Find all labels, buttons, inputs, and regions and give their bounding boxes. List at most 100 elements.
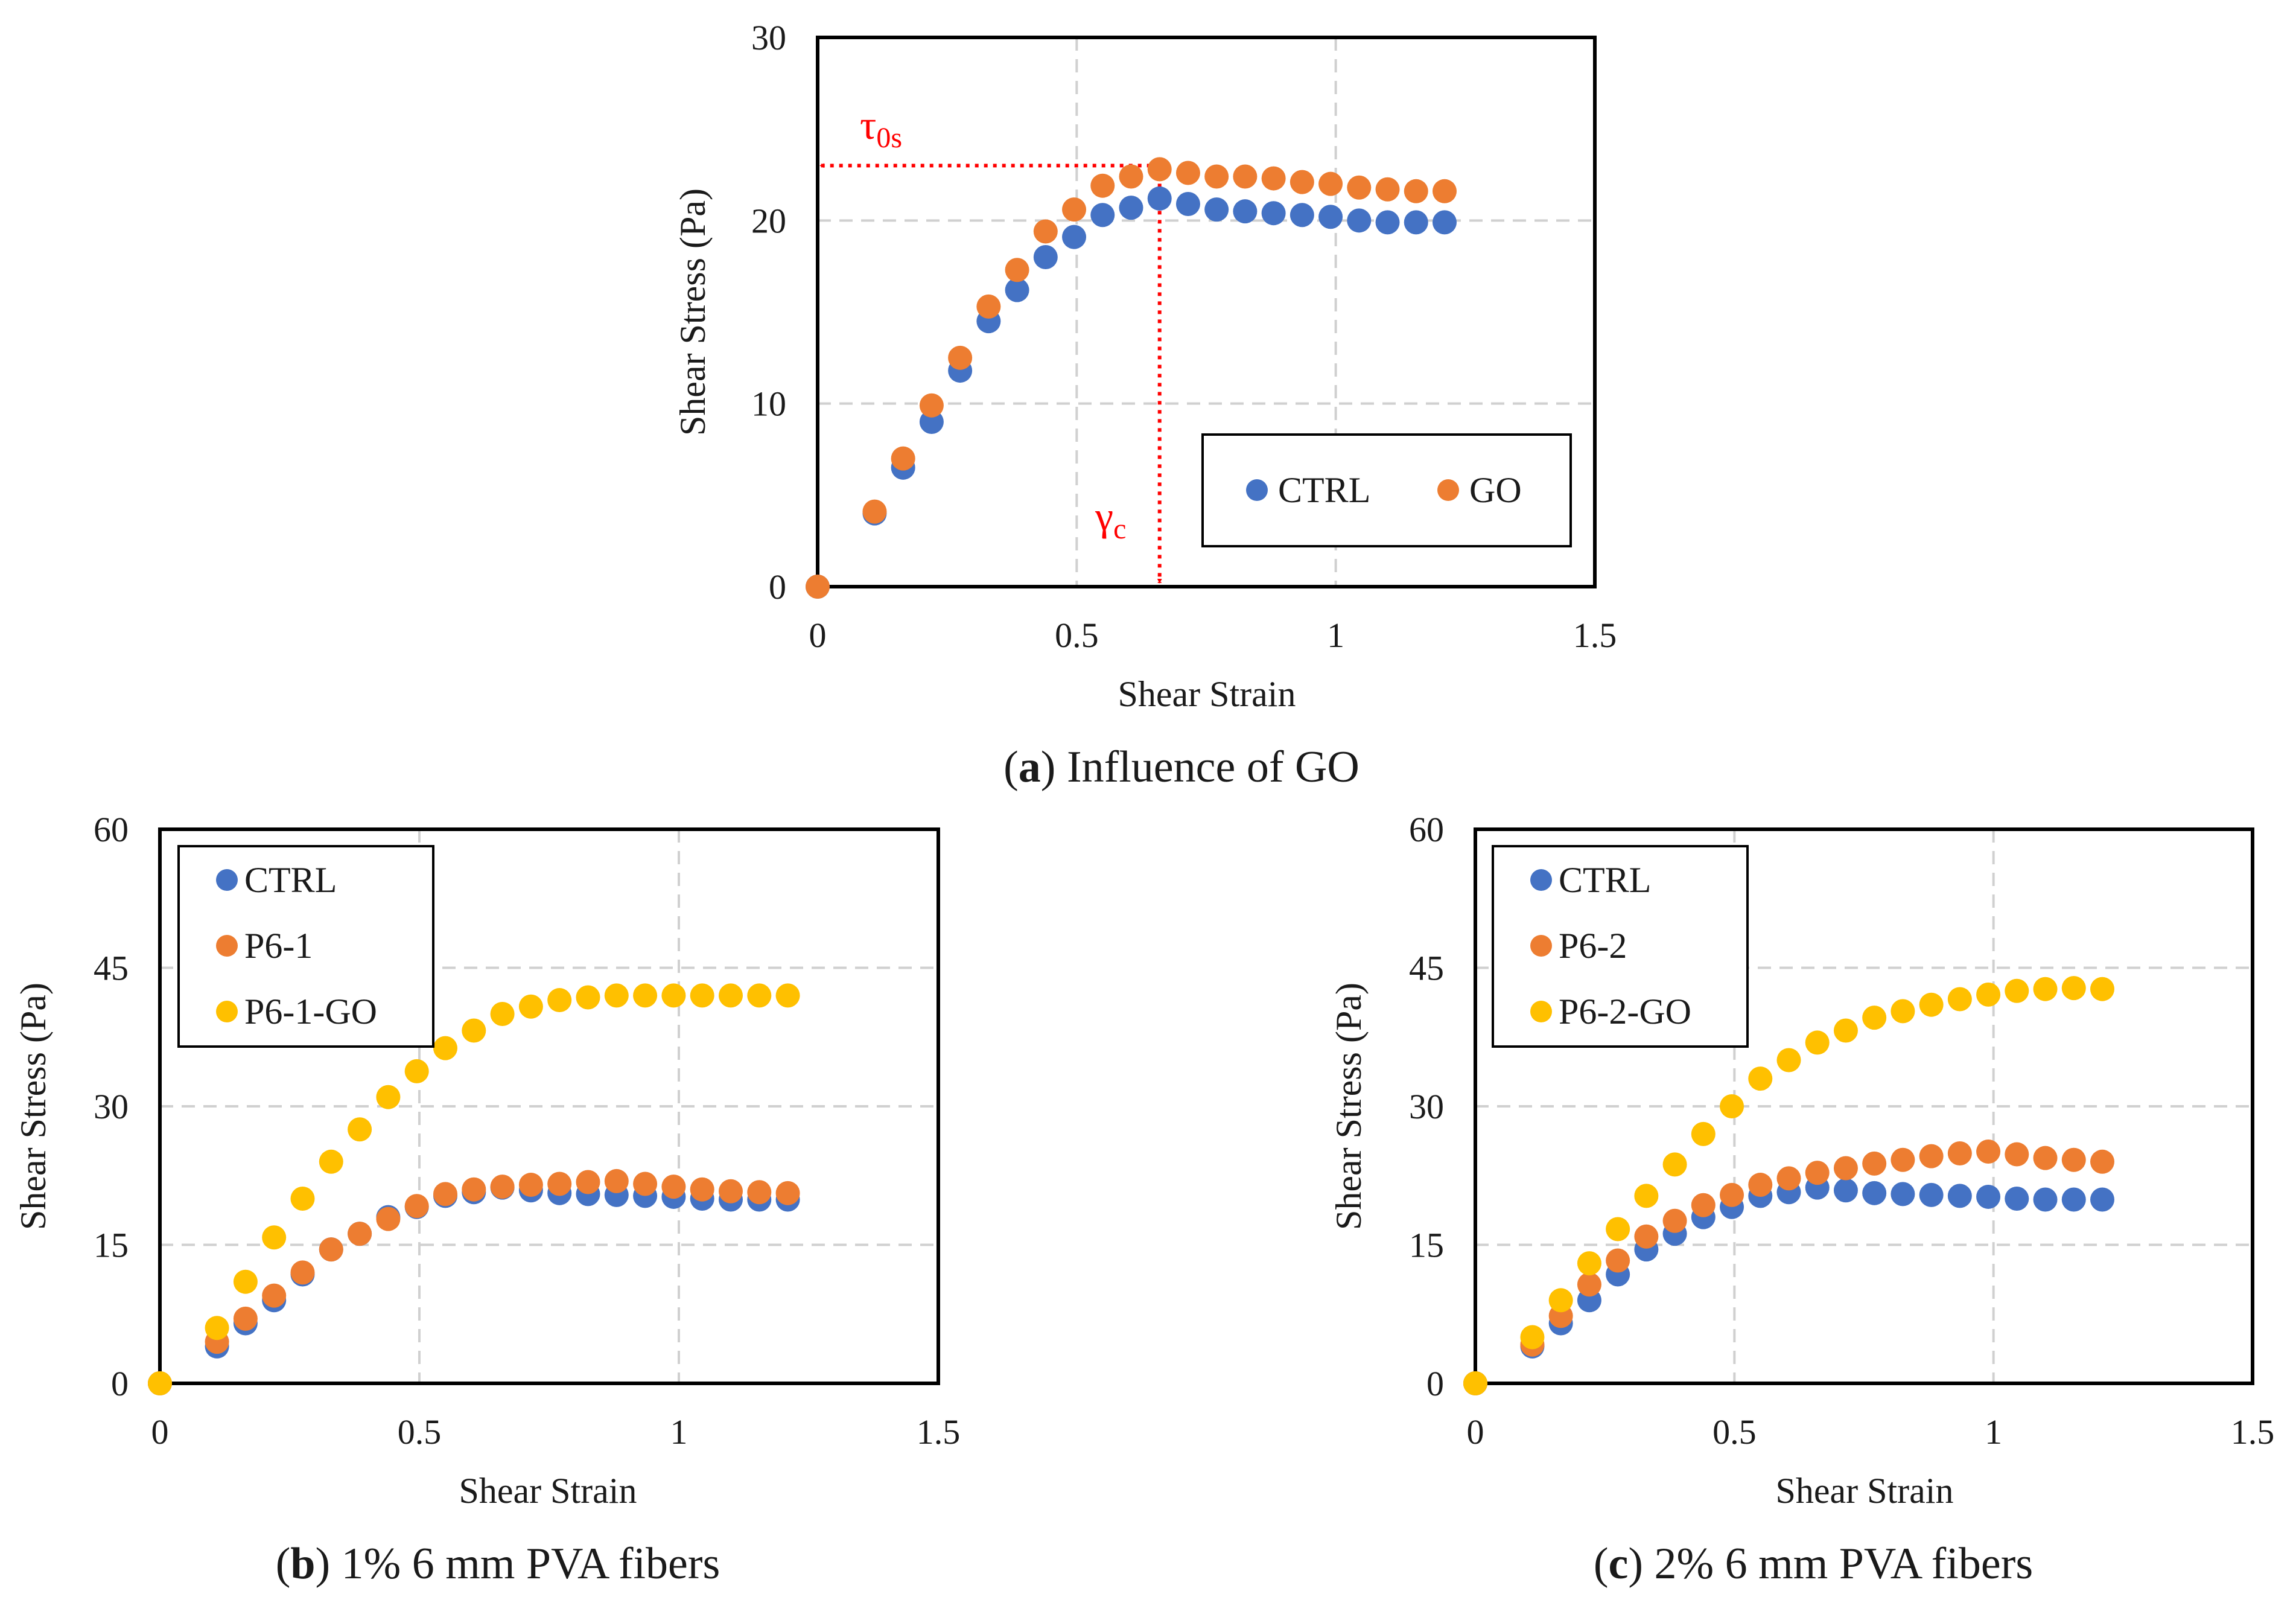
data-point-p6-1-go [348, 1117, 372, 1142]
data-point-ctrl [1862, 1181, 1887, 1205]
data-point-go [976, 294, 1001, 319]
data-point-p6-2-go [1748, 1066, 1773, 1091]
data-point-p6-2 [1862, 1151, 1887, 1176]
x-tick-label: 1 [1985, 1412, 2002, 1452]
chart-b-caption-text: ) 1% 6 mm PVA fibers [316, 1539, 720, 1589]
data-point-p6-2-go [1947, 987, 1972, 1012]
data-point-p6-1 [775, 1181, 800, 1205]
data-point-ctrl [1432, 210, 1457, 235]
chart-a-points [806, 157, 1457, 599]
data-point-go [1290, 170, 1314, 194]
chart-b-caption: (b) 1% 6 mm PVA fibers [276, 1539, 720, 1589]
data-point-p6-2-go [1548, 1288, 1573, 1313]
legend-p6-1-label: P6-1 [244, 926, 313, 966]
chart-c-caption: (c) 2% 6 mm PVA fibers [1594, 1539, 2033, 1589]
legend-ctrl-label: CTRL [1278, 470, 1370, 510]
data-point-p6-2-go [2061, 976, 2086, 1001]
y-tick-label: 60 [94, 810, 129, 849]
data-point-ctrl [1119, 196, 1143, 220]
data-point-ctrl [1005, 278, 1029, 302]
x-tick-label: 0 [1467, 1412, 1484, 1452]
data-point-go [1347, 175, 1372, 200]
data-point-p6-2 [1577, 1272, 1601, 1297]
data-point-p6-1 [518, 1173, 543, 1197]
data-point-p6-1-go [719, 983, 743, 1008]
data-point-go [1033, 219, 1058, 244]
legend-p6-1-go-marker [216, 1001, 238, 1022]
data-point-p6-2 [1833, 1156, 1858, 1181]
data-point-ctrl [1233, 199, 1258, 224]
data-point-p6-1-go [148, 1371, 172, 1395]
data-point-p6-1-go [462, 1018, 486, 1043]
data-point-p6-1 [348, 1222, 372, 1246]
data-point-p6-1-go [661, 983, 686, 1008]
data-point-ctrl [1947, 1184, 1972, 1208]
y-tick-label: 20 [751, 201, 786, 240]
data-point-go [1204, 164, 1229, 189]
legend-ctrl-marker [216, 869, 238, 891]
chart-c-caption-text: ) 2% 6 mm PVA fibers [1628, 1539, 2033, 1589]
data-point-go [1375, 177, 1400, 202]
data-point-p6-2-go [1634, 1184, 1659, 1208]
data-point-p6-1-go [518, 994, 543, 1019]
tau-symbol: τ [860, 102, 876, 148]
data-point-go [919, 393, 944, 418]
chart-c-xlabel: Shear Strain [1776, 1471, 1954, 1511]
x-tick-label: 1.5 [917, 1412, 961, 1452]
x-tick-label: 1 [1327, 616, 1344, 655]
data-point-p6-2 [1606, 1248, 1630, 1273]
chart-c-ticks: 0 0.5 1 1.5 0 15 30 45 60 [1409, 810, 2274, 1452]
data-point-p6-2-go [1891, 999, 1915, 1024]
data-point-ctrl [1204, 197, 1229, 222]
data-point-p6-1 [462, 1177, 486, 1202]
y-tick-label: 30 [94, 1087, 129, 1126]
data-point-go [1090, 173, 1115, 198]
x-tick-label: 0 [151, 1412, 169, 1452]
data-point-p6-2 [1662, 1208, 1687, 1233]
data-point-p6-1-go [604, 983, 629, 1008]
data-point-ctrl [1175, 192, 1200, 217]
y-tick-label: 15 [94, 1226, 129, 1265]
data-point-p6-1-go [690, 983, 714, 1008]
chart-a-annotations: τ0s γc [819, 102, 1162, 584]
data-point-p6-2-go [1776, 1048, 1801, 1073]
legend-p6-2-label: P6-2 [1559, 926, 1627, 966]
data-point-p6-2 [2061, 1147, 2086, 1172]
chart-a-ylabel: Shear Stress (Pa) [673, 188, 713, 436]
data-point-p6-1-go [547, 988, 572, 1013]
data-point-ctrl [1090, 203, 1115, 228]
legend-p6-2-go-marker [1530, 1001, 1552, 1022]
tau-subscript: 0s [876, 122, 902, 154]
data-point-p6-1 [376, 1207, 401, 1231]
chart-a-caption-text: ) Influence of GO [1041, 742, 1359, 792]
data-point-p6-2 [2033, 1146, 2058, 1170]
data-point-p6-2-go [1691, 1121, 1716, 1146]
data-point-p6-2 [1805, 1161, 1830, 1185]
data-point-p6-1 [633, 1171, 658, 1196]
legend-ctrl-marker [1246, 479, 1268, 501]
data-point-p6-2 [1976, 1139, 2001, 1164]
data-point-p6-2 [2005, 1142, 2029, 1167]
data-point-p6-1-go [747, 983, 772, 1008]
data-point-p6-1 [290, 1260, 315, 1285]
data-point-ctrl [1147, 186, 1172, 211]
tau-0s-label: τ0s [860, 102, 902, 154]
data-point-p6-2 [1634, 1224, 1659, 1249]
data-point-p6-2-go [2005, 978, 2029, 1003]
data-point-p6-1 [490, 1175, 515, 1199]
y-tick-label: 15 [1409, 1226, 1444, 1265]
data-point-ctrl [1347, 208, 1372, 233]
data-point-ctrl [1833, 1178, 1858, 1203]
data-point-p6-2-go [1520, 1325, 1545, 1350]
data-point-ctrl [2061, 1187, 2086, 1212]
data-point-go [948, 345, 973, 370]
data-point-p6-1 [547, 1171, 572, 1196]
chart-a-legend: CTRL GO [1201, 433, 1572, 547]
data-point-ctrl [2090, 1187, 2114, 1212]
chart-c: 0 0.5 1 1.5 0 15 30 45 60 Shear Strain Shear Str… [1329, 810, 2274, 1589]
chart-a: τ0s γc 0 0.5 1 1.5 0 10 20 30 Shear Strain Shea… [673, 18, 1617, 792]
data-point-go [1233, 164, 1258, 189]
chart-b: 0 0.5 1 1.5 0 15 30 45 60 Shear Strain Shear Str… [13, 810, 960, 1589]
data-point-ctrl [1318, 205, 1343, 229]
data-point-p6-1 [576, 1170, 600, 1194]
